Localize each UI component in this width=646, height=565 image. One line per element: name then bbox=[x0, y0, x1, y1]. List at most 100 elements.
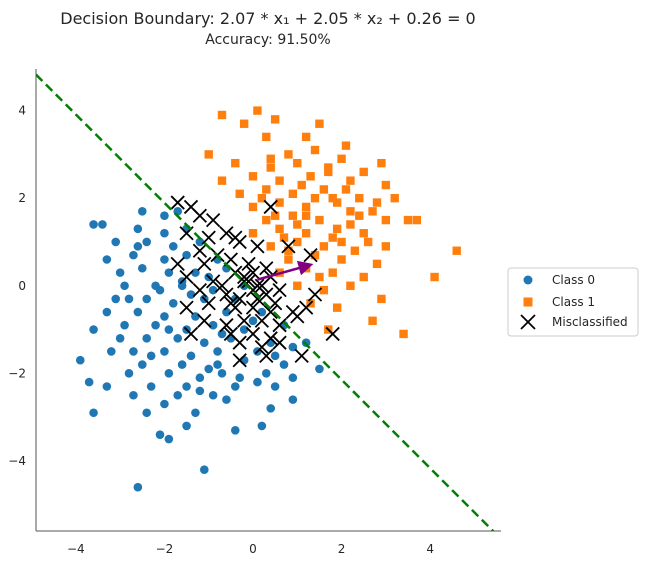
class0-point bbox=[288, 373, 298, 383]
axes bbox=[35, 69, 501, 532]
class0-point bbox=[142, 408, 152, 418]
class0-point bbox=[106, 347, 116, 356]
class0-point bbox=[173, 334, 183, 343]
class0-point bbox=[146, 351, 156, 361]
class1-point bbox=[301, 202, 311, 212]
class1-point bbox=[293, 158, 302, 168]
class1-point bbox=[368, 207, 377, 216]
class0-point bbox=[239, 325, 249, 334]
class0-point bbox=[208, 390, 218, 400]
class0-point bbox=[230, 425, 240, 435]
class0-point bbox=[168, 298, 178, 308]
class0-point bbox=[195, 237, 205, 247]
class0-point bbox=[191, 408, 200, 418]
class1-point bbox=[279, 233, 289, 242]
class0-point bbox=[315, 364, 324, 374]
class1-point bbox=[301, 264, 311, 273]
class1-point bbox=[301, 229, 311, 238]
class1-point bbox=[239, 119, 249, 128]
class1-point bbox=[301, 132, 311, 142]
misclassified-point bbox=[214, 278, 230, 293]
misclassified-point bbox=[325, 326, 340, 342]
class1-point bbox=[262, 215, 271, 225]
class1-point bbox=[293, 237, 302, 247]
misclassified-point bbox=[254, 339, 269, 355]
class0-point bbox=[230, 382, 240, 391]
class0-point bbox=[186, 290, 196, 299]
class1-point bbox=[337, 255, 346, 264]
class1-point bbox=[275, 198, 284, 207]
class0-point bbox=[164, 434, 174, 444]
misclassified-point bbox=[241, 256, 256, 272]
class1-point bbox=[217, 110, 227, 120]
legend-class0-label: Class 0 bbox=[552, 273, 595, 287]
class1-point bbox=[452, 246, 461, 255]
misclassified-point bbox=[290, 309, 305, 324]
class1-point bbox=[217, 176, 227, 185]
misclassified-point bbox=[272, 318, 287, 333]
legend-class1-marker bbox=[523, 297, 533, 307]
class1-point bbox=[266, 242, 275, 251]
class1-point bbox=[381, 180, 391, 190]
class1-point bbox=[332, 303, 342, 312]
class0-point bbox=[133, 224, 143, 234]
class1-point bbox=[319, 242, 329, 251]
class0-point bbox=[120, 281, 129, 291]
class0-point bbox=[182, 421, 191, 431]
class1-point bbox=[381, 242, 391, 251]
class1-point bbox=[341, 141, 351, 150]
class0-point bbox=[89, 325, 98, 334]
class1-point bbox=[262, 185, 271, 194]
misclassified-point bbox=[259, 261, 274, 276]
class1-point bbox=[293, 220, 302, 229]
class0-point bbox=[84, 377, 94, 387]
class1-point bbox=[319, 285, 329, 295]
class1-point bbox=[368, 316, 377, 326]
class0-point bbox=[142, 294, 152, 304]
y-tick-label: 4 bbox=[18, 104, 26, 118]
class0-point bbox=[186, 351, 196, 361]
class1-point bbox=[306, 172, 315, 181]
misclassified-point bbox=[183, 326, 199, 342]
class1-point bbox=[359, 229, 368, 238]
class0-point bbox=[226, 334, 236, 343]
class1-point bbox=[293, 281, 302, 290]
misclassified-point bbox=[272, 335, 287, 350]
class0-point bbox=[160, 228, 169, 238]
class0-point bbox=[160, 399, 169, 409]
class0-point bbox=[261, 369, 271, 378]
x-tick-label: 0 bbox=[249, 542, 257, 556]
misclassified-point bbox=[192, 243, 207, 258]
misclassified-point bbox=[201, 230, 216, 245]
class1-point bbox=[301, 211, 311, 220]
class1-point bbox=[248, 172, 258, 181]
class1-point bbox=[328, 268, 337, 277]
class1-point bbox=[346, 207, 355, 216]
class0-point bbox=[129, 390, 138, 400]
class1-point bbox=[248, 229, 258, 238]
class1-point bbox=[315, 272, 324, 282]
class0-point bbox=[102, 255, 112, 264]
class0-point bbox=[191, 268, 200, 277]
class0-point bbox=[120, 320, 129, 330]
misclassified-point bbox=[232, 234, 247, 250]
class0-point bbox=[213, 360, 222, 369]
misclassified-point bbox=[232, 291, 247, 307]
class0-point bbox=[213, 347, 222, 356]
x-tick-label: −4 bbox=[67, 542, 85, 556]
y-tick-label: 0 bbox=[18, 279, 26, 293]
class1-point bbox=[337, 237, 346, 247]
class1-point bbox=[310, 145, 320, 155]
class1-point bbox=[257, 193, 267, 203]
class0-point bbox=[133, 482, 143, 492]
class0-point bbox=[129, 347, 138, 356]
misclassified-point bbox=[254, 278, 269, 293]
class0-point bbox=[257, 421, 267, 431]
class0-point bbox=[133, 242, 143, 251]
class0-point bbox=[137, 207, 147, 216]
class0-point bbox=[191, 312, 200, 321]
class0-point bbox=[146, 382, 156, 391]
normal-vector-arrow bbox=[257, 260, 314, 281]
class0-point bbox=[257, 307, 267, 317]
x-tick-label: −2 bbox=[156, 542, 174, 556]
